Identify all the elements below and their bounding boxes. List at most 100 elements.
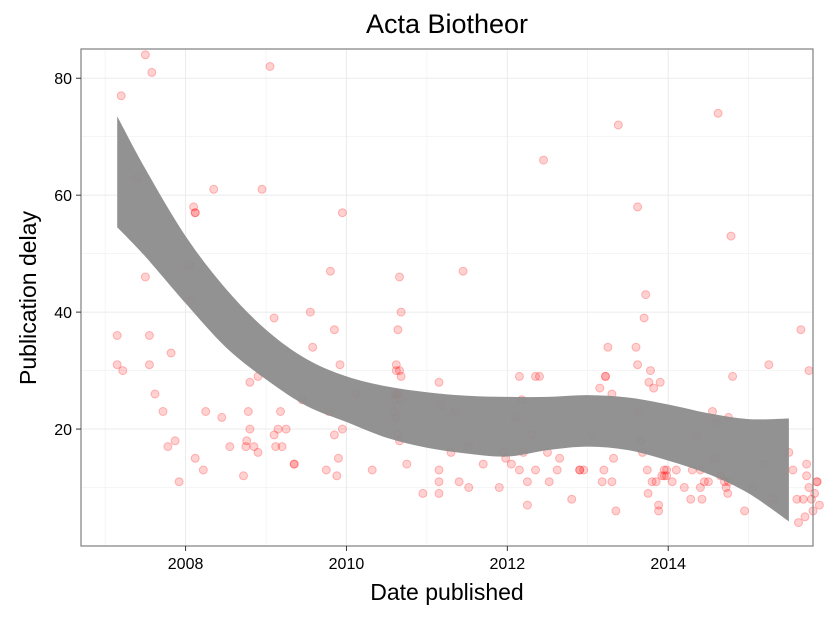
data-point — [391, 360, 401, 370]
y-tick-label: 80 — [54, 71, 72, 88]
data-point — [613, 120, 623, 130]
data-point — [798, 494, 808, 504]
data-point — [265, 62, 275, 71]
x-axis: 2008 2010 2012 2014 — [168, 546, 686, 573]
data-point — [726, 231, 736, 241]
data-point — [418, 488, 428, 498]
data-point — [118, 366, 128, 376]
data-point — [337, 424, 347, 434]
data-point — [308, 342, 318, 352]
data-point — [699, 477, 709, 487]
data-point — [649, 383, 659, 393]
data-point — [198, 465, 208, 475]
chart-title: Acta Biotheor — [366, 9, 528, 39]
data-point — [147, 67, 157, 77]
data-point — [253, 447, 263, 457]
data-point — [150, 389, 160, 399]
data-point — [642, 465, 652, 475]
data-point — [633, 360, 643, 370]
data-point — [190, 208, 200, 218]
y-tick-label: 40 — [54, 305, 72, 322]
data-point — [190, 453, 200, 463]
data-point — [641, 290, 651, 300]
data-point — [657, 471, 667, 481]
data-point — [269, 313, 279, 323]
data-point — [277, 442, 287, 452]
confidence-band — [117, 116, 789, 522]
data-point — [434, 477, 444, 487]
data-point — [646, 366, 655, 376]
data-point — [802, 471, 812, 481]
data-point — [269, 430, 279, 440]
data-point — [597, 477, 607, 487]
data-point — [225, 442, 235, 452]
data-point — [332, 471, 342, 481]
y-tick-label: 20 — [54, 422, 72, 439]
data-point — [209, 184, 219, 194]
data-point — [116, 91, 126, 101]
data-point — [522, 500, 532, 510]
data-point — [170, 436, 180, 446]
data-point — [158, 407, 168, 416]
data-point — [667, 477, 677, 487]
y-tick-label: 60 — [54, 188, 72, 205]
data-point — [174, 477, 184, 487]
data-point — [333, 453, 343, 463]
data-point — [329, 430, 339, 440]
data-point — [514, 465, 524, 475]
data-point — [163, 442, 173, 452]
data-point — [654, 506, 664, 516]
data-point — [723, 488, 733, 498]
data-point — [245, 377, 255, 387]
data-point — [631, 342, 641, 352]
data-point — [402, 459, 412, 469]
data-point — [494, 483, 504, 492]
data-point — [273, 424, 283, 434]
data-point — [595, 383, 605, 393]
data-point — [633, 202, 643, 212]
x-tick-label: 2014 — [650, 556, 686, 573]
data-point — [601, 371, 610, 381]
data-point — [788, 465, 798, 475]
data-point — [434, 377, 444, 387]
data-point — [337, 208, 347, 218]
data-point — [166, 348, 176, 358]
data-point — [276, 407, 285, 416]
data-point — [575, 465, 585, 475]
data-point — [271, 442, 281, 452]
data-point — [367, 465, 377, 475]
data-point — [112, 360, 122, 370]
data-point — [764, 360, 774, 370]
x-axis-title: Date published — [370, 579, 523, 605]
data-point — [217, 412, 227, 422]
data-point — [655, 377, 665, 387]
data-point — [812, 477, 822, 487]
data-point — [579, 465, 589, 475]
data-point — [396, 371, 406, 381]
data-point — [325, 266, 335, 276]
data-point — [434, 488, 444, 498]
data-point — [659, 471, 669, 481]
data-point — [396, 307, 406, 317]
data-point — [814, 500, 824, 510]
data-point — [792, 494, 802, 504]
data-point — [740, 506, 750, 516]
data-point — [329, 325, 339, 335]
data-point — [544, 477, 554, 487]
data-point — [643, 488, 653, 498]
data-point — [189, 202, 199, 212]
y-axis: 20 40 60 80 — [54, 71, 81, 439]
data-point — [393, 325, 403, 335]
data-point — [686, 494, 696, 504]
data-point — [721, 483, 731, 492]
data-point — [249, 442, 259, 452]
data-point — [603, 342, 613, 352]
data-point — [647, 477, 657, 487]
data-point — [305, 307, 315, 317]
data-point — [800, 512, 810, 522]
y-axis-title: Publication delay — [15, 211, 41, 385]
data-point — [644, 377, 654, 387]
data-point — [531, 371, 540, 381]
panel-border — [80, 48, 814, 547]
data-point — [144, 331, 154, 340]
